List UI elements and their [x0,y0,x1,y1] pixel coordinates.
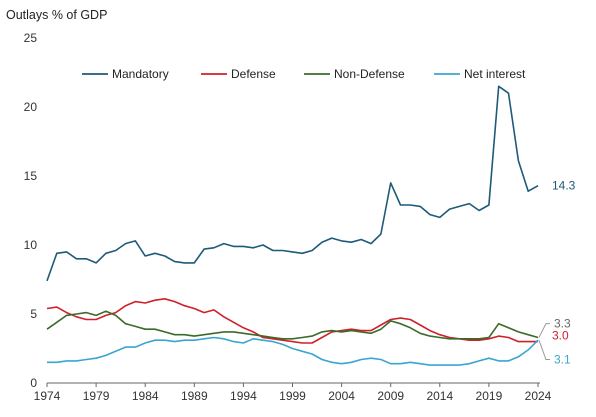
leader-line-net-interest [538,340,550,361]
legend-label: Defense [231,67,276,81]
x-axis: 1974 1979 1984 1989 1994 1999 2004 2009 2014 2019… [34,382,552,403]
x-tick-label: 1984 [132,389,159,403]
y-tick-label: 10 [24,238,38,252]
chart-title: Outlays % of GDP [6,8,107,22]
legend-label: Non-Defense [334,67,405,81]
series-line-defense [46,298,538,344]
x-tick-label: 1989 [181,389,208,403]
legend-label: Mandatory [112,67,169,81]
end-label-net-interest: 3.1 [554,353,571,367]
series-lines [46,85,539,366]
x-tick-label: 2004 [328,389,355,403]
x-tick-label: 2019 [476,389,503,403]
y-tick-label: 25 [24,31,38,45]
x-tick-label: 1999 [279,389,306,403]
end-label-mandatory: 14.3 [552,179,576,193]
series-line-net-interest [47,336,539,366]
x-tick-label: 2009 [377,389,404,403]
series-line-mandatory [46,85,539,282]
end-label-defense: 3.0 [552,329,569,343]
x-tick-label: 1994 [230,389,257,403]
end-labels: 14.3 3.03.3 3.1 [538,179,576,367]
x-tick-label: 1979 [83,389,110,403]
leader-line-non-defense [538,323,550,338]
legend-label: Net interest [464,67,526,81]
series-line-non-defense [46,310,539,340]
y-tick-label: 20 [24,100,38,114]
legend: Mandatory Defense Non-Defense Net interest [82,67,526,81]
end-label-non-defense: 3.3 [554,317,571,331]
x-tick-label: 1974 [34,389,61,403]
y-tick-label: 5 [30,307,37,321]
y-axis: 0 5 10 15 20 25 [24,31,38,390]
x-tick-label: 2024 [525,389,552,403]
y-tick-label: 15 [24,169,38,183]
y-tick-label: 0 [30,376,37,390]
x-tick-label: 2014 [426,389,453,403]
